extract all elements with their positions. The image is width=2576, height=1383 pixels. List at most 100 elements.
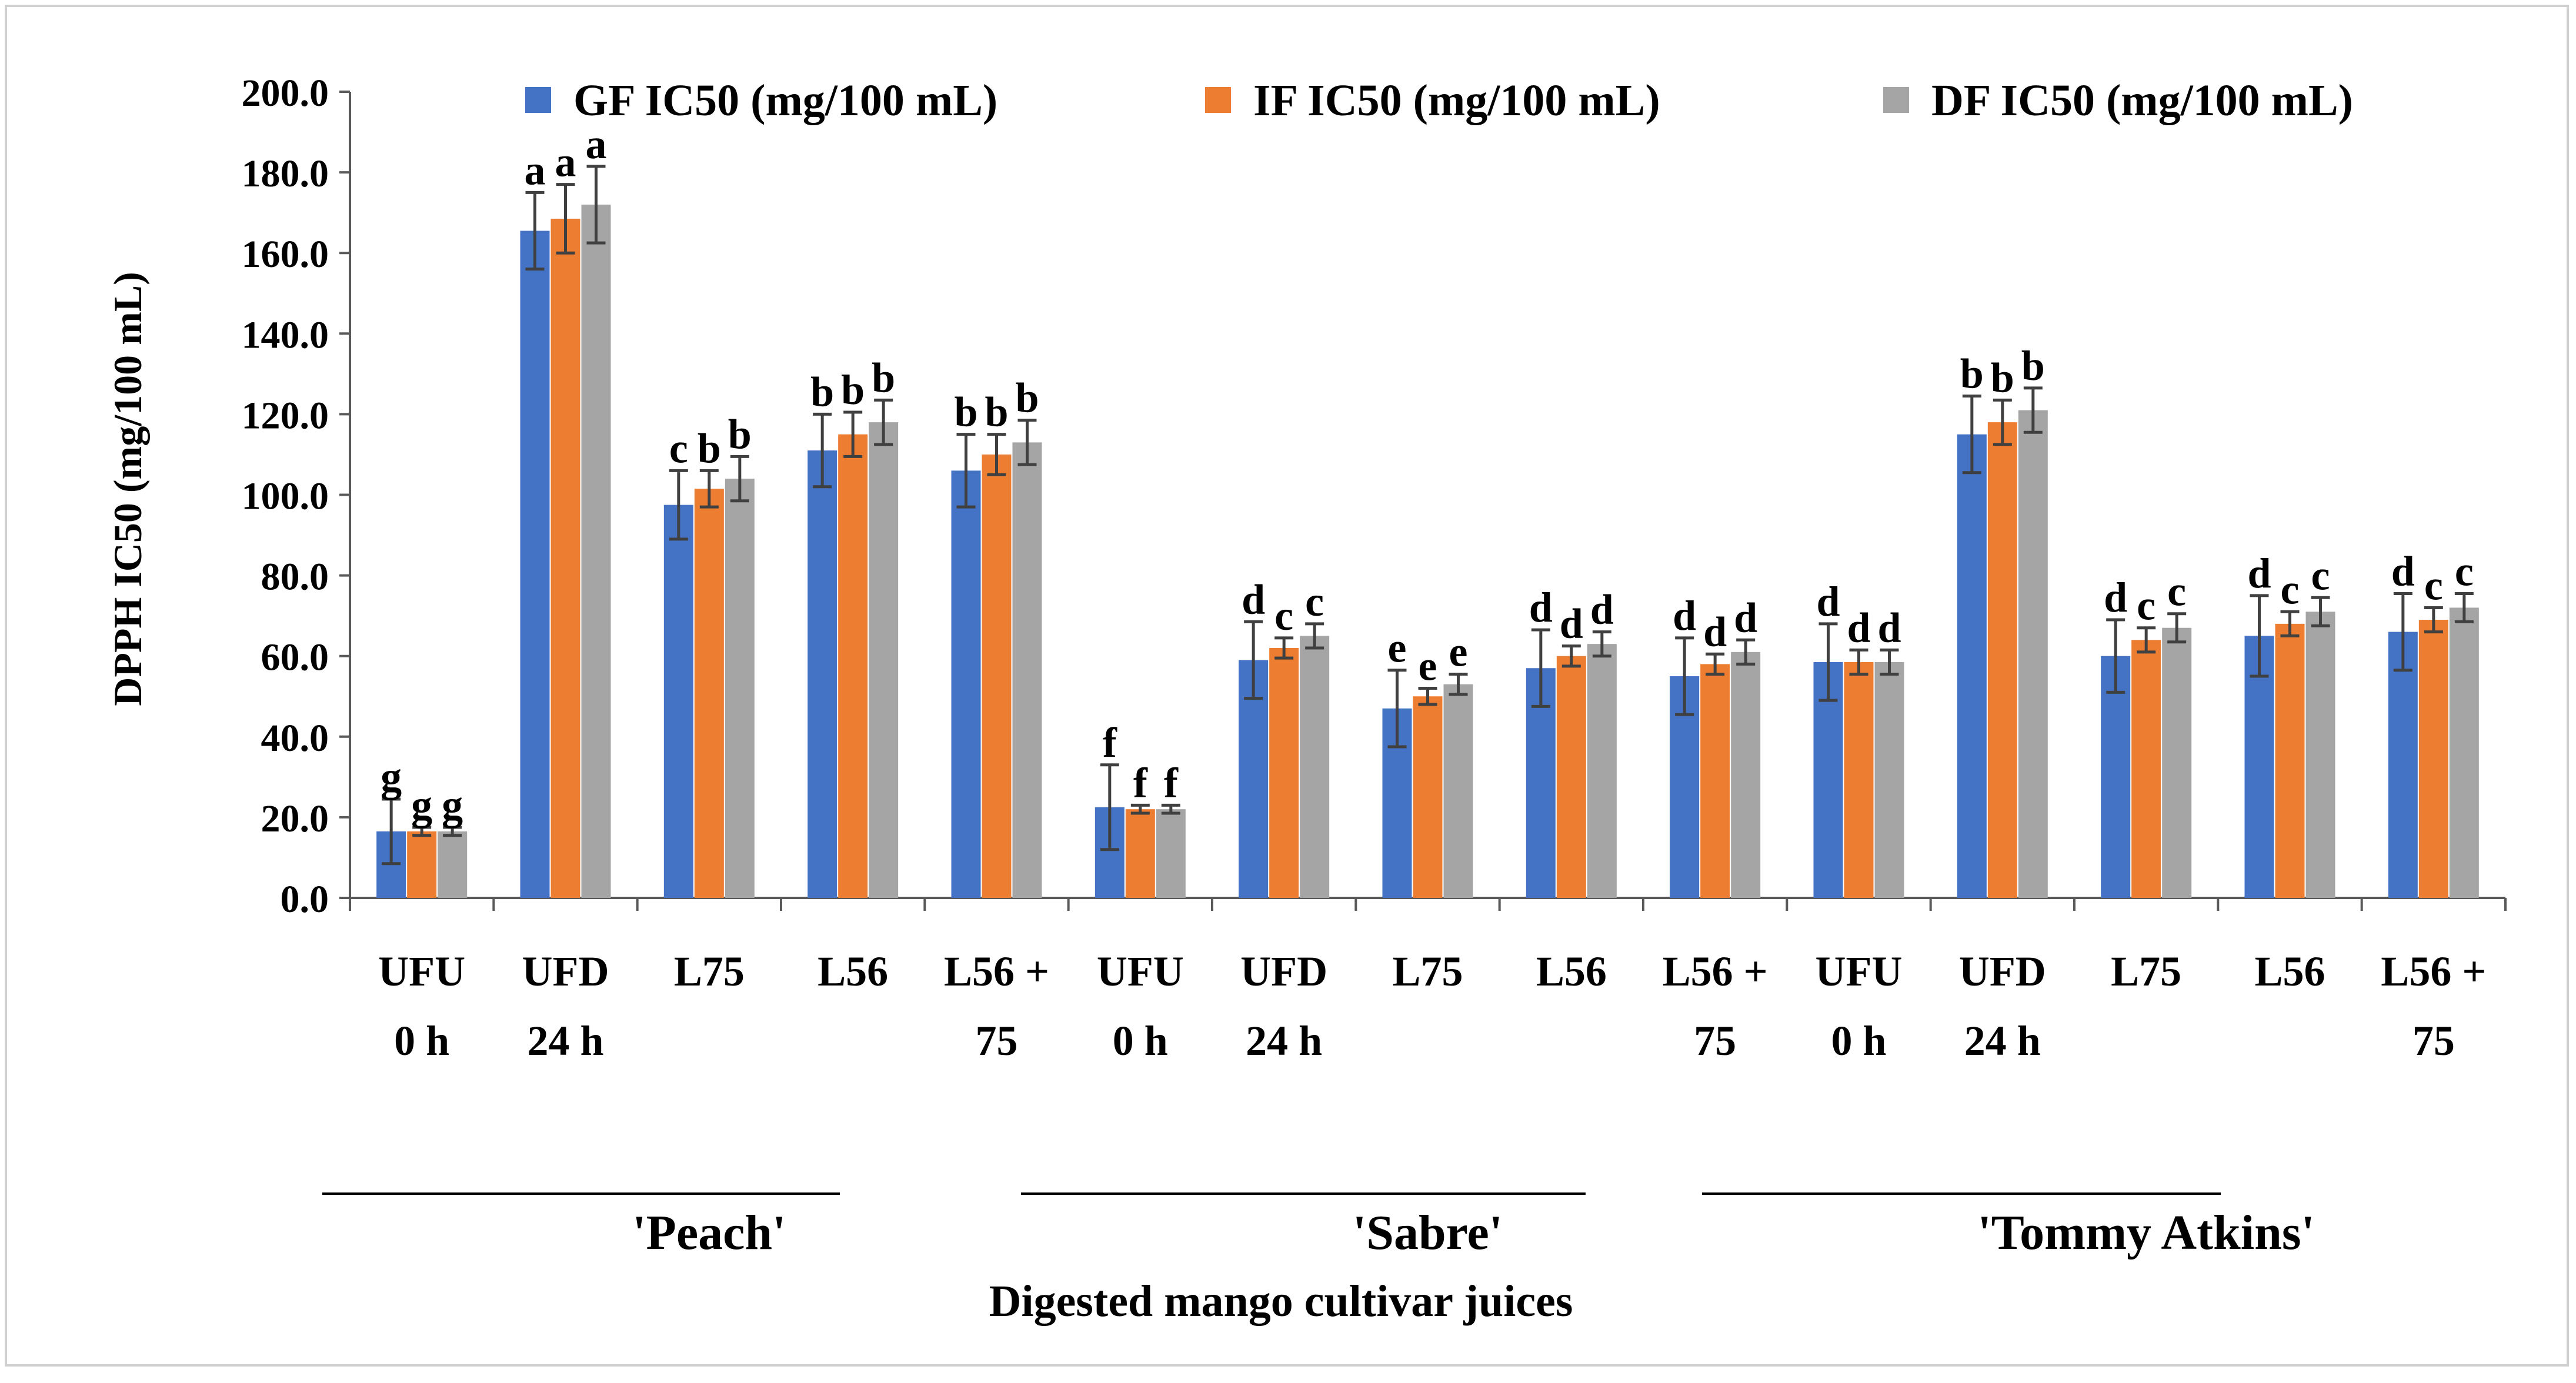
significance-letter: d (1560, 600, 1583, 647)
significance-letter: c (1305, 578, 1324, 625)
y-tick-label: 40.0 (261, 717, 329, 760)
bar-df (1731, 652, 1761, 898)
significance-letter: f (1103, 719, 1117, 766)
significance-letter: c (669, 425, 688, 472)
bar-if (694, 489, 724, 898)
x-category-label: L56 + (2381, 948, 2486, 995)
bar-if (1413, 696, 1443, 898)
x-category-label: L56 (2254, 948, 2325, 995)
y-tick-label: 60.0 (261, 636, 329, 679)
significance-letter: f (1133, 759, 1148, 806)
significance-letter: b (841, 366, 865, 413)
x-category-label: 0 h (1113, 1017, 1168, 1064)
group-label: 'Sabre' (1353, 1205, 1503, 1260)
significance-letter: g (411, 781, 432, 829)
x-category-label: L56 (817, 948, 888, 995)
significance-letter: b (1960, 350, 1984, 397)
x-category-label: 0 h (394, 1017, 449, 1064)
significance-letter: b (985, 389, 1008, 436)
bar-df (438, 831, 468, 898)
bar-if (1844, 662, 1874, 898)
y-axis-title: DPPH IC50 (mg/100 mL) (105, 272, 150, 706)
significance-letter: c (2455, 547, 2474, 594)
x-category-label: L56 + (944, 948, 1049, 995)
bar-df (1587, 644, 1617, 898)
legend-swatch (1883, 87, 1909, 113)
bar-if (1700, 664, 1730, 898)
legend-label: IF IC50 (mg/100 mL) (1253, 76, 1660, 125)
x-category-label: L75 (1392, 948, 1463, 995)
significance-letter: a (555, 139, 576, 186)
y-tick-label: 0.0 (281, 878, 329, 921)
bar-gf (663, 505, 693, 898)
bar-df (2449, 607, 2479, 898)
bar-df (869, 422, 899, 898)
x-category-label: L56 + (1663, 948, 1768, 995)
x-category-label: 24 h (1246, 1017, 1322, 1064)
legend-swatch (1205, 87, 1231, 113)
bar-gf (1957, 434, 1987, 898)
bar-df (581, 204, 611, 898)
significance-letter: c (2311, 552, 2330, 599)
x-category-label: 75 (1694, 1017, 1736, 1064)
significance-letter: b (728, 410, 752, 457)
x-category-label: UFU (378, 948, 465, 995)
bar-df (1012, 442, 1042, 898)
bar-gf (2101, 656, 2131, 898)
x-category-label: UFD (1240, 948, 1327, 995)
group-label: 'Peach' (632, 1205, 786, 1260)
bar-if (1125, 809, 1155, 898)
x-axis-title: Digested mango cultivar juices (989, 1277, 1573, 1326)
significance-letter: d (1590, 586, 1614, 633)
significance-letter: b (810, 368, 834, 415)
significance-letter: b (1991, 354, 2014, 401)
y-tick-label: 80.0 (261, 556, 329, 599)
significance-letter: g (381, 753, 402, 800)
y-tick-label: 180.0 (242, 152, 329, 195)
x-category-label: L56 (1536, 948, 1607, 995)
bar-gf (2388, 632, 2418, 898)
legend-swatch (525, 87, 551, 113)
bar-df (2018, 410, 2048, 898)
significance-letter: d (1703, 608, 1727, 655)
y-tick-label: 20.0 (261, 797, 329, 840)
significance-letter: b (698, 425, 721, 472)
bar-gf (520, 230, 550, 898)
significance-letter: a (586, 121, 607, 168)
bar-if (1269, 647, 1299, 898)
significance-letter: c (2137, 582, 2155, 629)
y-tick-label: 120.0 (242, 394, 329, 437)
bar-if (1556, 656, 1586, 898)
bar-df (2305, 612, 2335, 898)
bar-if (2131, 640, 2161, 898)
x-category-label: L75 (674, 948, 745, 995)
bar-df (725, 479, 755, 898)
significance-letter: g (442, 781, 463, 829)
significance-letter: d (1529, 584, 1553, 631)
bar-df (1156, 809, 1186, 898)
y-tick-label: 140.0 (242, 313, 329, 356)
bar-gf (807, 450, 837, 898)
y-tick-label: 160.0 (242, 233, 329, 276)
significance-letter: b (1015, 375, 1039, 422)
significance-letter: d (1847, 604, 1870, 651)
x-category-label: 24 h (527, 1017, 603, 1064)
bar-df (1443, 684, 1473, 898)
significance-letter: e (1449, 629, 1468, 676)
x-category-label: 75 (976, 1017, 1018, 1064)
y-tick-label: 200.0 (242, 72, 329, 115)
significance-letter: c (1274, 592, 1293, 639)
significance-letter: d (1242, 576, 1265, 623)
x-category-label: 24 h (1964, 1017, 2041, 1064)
significance-letter: d (1877, 604, 1901, 651)
bar-df (1300, 636, 1330, 898)
bar-gf (951, 470, 981, 898)
legend-label: DF IC50 (mg/100 mL) (1931, 76, 2353, 125)
significance-letter: e (1388, 624, 1407, 672)
bar-if (2275, 623, 2305, 898)
x-category-label: UFD (1959, 948, 2046, 995)
bar-df (1874, 662, 1904, 898)
bar-if (1987, 422, 2017, 898)
significance-letter: f (1164, 759, 1179, 806)
